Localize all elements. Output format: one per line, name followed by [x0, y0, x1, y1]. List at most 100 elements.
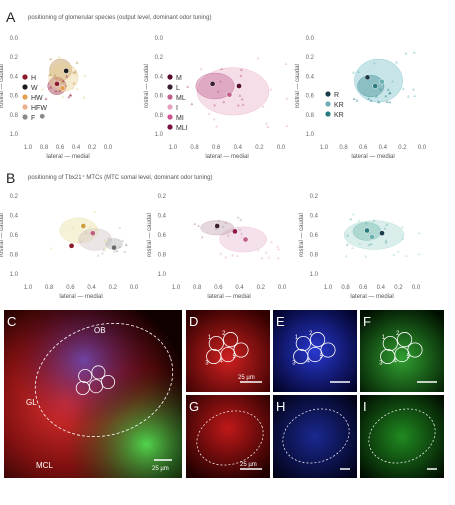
a-0-ytick: 1.0	[10, 132, 19, 138]
a-2-sample-point	[404, 51, 408, 55]
glomerulus-number: 4	[220, 358, 224, 364]
a-2-legend-label: KR	[334, 112, 344, 119]
b-1-xtick: 0.6	[214, 285, 223, 291]
b-0-sample-point	[102, 248, 106, 251]
a-1-xtick: 1.0	[169, 145, 178, 151]
row-b-title: positioning of Tbx21⁺ MTCs (MTC somal le…	[28, 174, 212, 181]
a-0-xtick: 1.0	[24, 145, 33, 151]
b-0-centroid-point	[111, 244, 117, 251]
a-0-ytick: 0.8	[10, 113, 19, 119]
b-0-sample-point	[118, 226, 122, 230]
b-1-sample-point	[200, 235, 204, 239]
a-2-ytick: 0.2	[306, 55, 315, 61]
a-0-legend-label: H	[31, 75, 36, 82]
b-2-xtick: 0.2	[394, 285, 403, 291]
a-2-density-blob	[357, 74, 385, 98]
a-1-xtick: 0.6	[212, 145, 221, 151]
a-1-ytick: 0.0	[155, 36, 164, 42]
a-2-xtick: 0.4	[379, 145, 388, 151]
a-0-xtick: 0.0	[104, 145, 113, 151]
b-0-sample-point	[103, 246, 107, 250]
a-0-centroid-point	[39, 113, 46, 120]
panel-g: G 25 µm	[186, 395, 270, 478]
glomerulus-outline	[208, 335, 224, 352]
b-1-xtick: 0.0	[278, 285, 287, 291]
a-1-xtick: 0.4	[234, 145, 243, 151]
b-2-sample-point	[346, 233, 350, 237]
a-0-sample-point	[69, 93, 73, 97]
a-2-sample-point	[412, 51, 416, 54]
plot-b-2: rostral — caudal 0.2 0.4 0.6 0.8 1.0 1.0 0.8 0.6…	[147, 194, 287, 300]
b-1-sample-point	[264, 251, 268, 254]
b-1-centroid-point	[242, 236, 249, 243]
b-0-xtick: 0.2	[109, 285, 118, 291]
b-1-xtick: 0.2	[257, 285, 266, 291]
a-0-legend-marker	[22, 104, 28, 110]
glomerulus-number: 2	[222, 331, 226, 337]
a-2-ylabel: rostral — caudal	[295, 64, 301, 108]
a-1-legend-label: M	[176, 75, 182, 82]
panel-letter-h: H	[276, 399, 285, 414]
glomerulus-number: 4	[394, 358, 398, 364]
b-2-sample-point	[358, 242, 362, 245]
b-2-sample-point	[357, 219, 361, 222]
glomerulus-outline	[91, 365, 106, 380]
b-2-sample-point	[364, 221, 368, 225]
b-1-ylabel: rostral — caudal	[147, 213, 153, 257]
b-2-sample-point	[385, 223, 389, 226]
glomerulus-number: 1	[382, 335, 386, 341]
glomerulus-number: 3	[292, 360, 296, 366]
glomerulus-number: 3	[379, 360, 383, 366]
a-1-centroid-point	[236, 83, 242, 89]
glomerulus-outline	[223, 332, 239, 348]
a-2-legend-label: R	[334, 92, 339, 99]
a-0-xlabel: lateral — medial	[46, 154, 89, 160]
b-2-sample-point	[392, 253, 396, 256]
a-2-sample-point	[406, 94, 410, 98]
a-0-sample-point	[48, 73, 52, 76]
b-1-xtick: 0.8	[193, 285, 202, 291]
b-2-sample-point	[364, 254, 368, 258]
b-1-sample-point	[269, 240, 273, 244]
panel-h-background	[273, 395, 357, 478]
b-0-sample-point	[103, 239, 107, 242]
a-1-sample-point	[219, 79, 223, 83]
a-1-legend-label: MI	[176, 115, 184, 122]
b-0-sample-point	[93, 210, 97, 213]
a-2-sample-point	[391, 79, 395, 83]
b-2-sample-point	[344, 254, 348, 258]
glomerulus-outline	[310, 332, 326, 348]
a-0-xtick: 0.4	[72, 145, 81, 151]
b-2-sample-point	[401, 237, 405, 240]
b-0-sample-point	[112, 250, 116, 253]
b-1-ytick: 0.8	[158, 253, 167, 259]
a-1-sample-point	[220, 77, 224, 81]
panel-c: C OB GL MCL 25 µm	[4, 310, 182, 478]
panel-g-background	[186, 395, 270, 478]
glomerulus-outline	[397, 332, 413, 348]
b-1-sample-point	[267, 256, 271, 259]
b-2-sample-point	[383, 226, 387, 230]
b-2-sample-point	[384, 239, 388, 242]
b-0-xtick: 0.0	[130, 285, 139, 291]
a-0-centroid-point	[63, 68, 70, 74]
glomerulus-outline	[407, 342, 423, 358]
b-0-density-blob	[59, 217, 98, 244]
panel-letter-f: F	[363, 314, 371, 329]
b-0-sample-point	[107, 236, 111, 240]
a-2-xtick: 0.0	[418, 145, 427, 151]
label-gl: GL	[26, 398, 37, 407]
a-2-sample-point	[386, 88, 390, 91]
a-0-sample-point	[65, 74, 69, 78]
panel-letter-e: E	[276, 314, 285, 329]
glomerulus-outline	[382, 335, 398, 352]
b-2-xtick: 0.4	[377, 285, 386, 291]
b-2-sample-point	[417, 231, 421, 235]
a-2-sample-point	[368, 79, 372, 82]
panel-h: H	[273, 395, 357, 478]
a-1-ytick: 1.0	[155, 132, 164, 138]
b-2-sample-point	[384, 241, 388, 244]
a-2-ytick: 0.8	[306, 113, 315, 119]
b-2-xtick: 0.0	[412, 285, 421, 291]
